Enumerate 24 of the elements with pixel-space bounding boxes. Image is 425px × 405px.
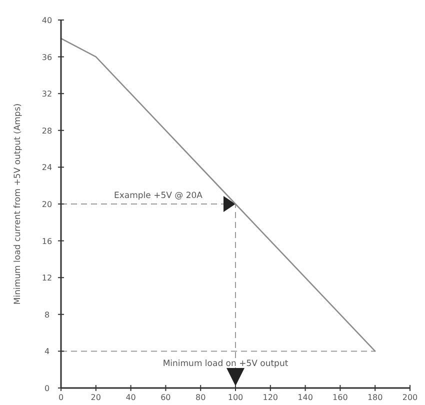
x-tick-label: 200	[402, 393, 418, 402]
y-tick-label: 12	[42, 274, 52, 283]
x-tick-label: 0	[58, 393, 64, 402]
x-tick-label: 160	[332, 393, 348, 402]
y-tick-label: 4	[44, 347, 50, 356]
y-tick-label: 24	[42, 163, 52, 172]
y-axis-title: Minimum load current from +5V output (Amps)	[13, 103, 23, 305]
x-tick-label: 120	[262, 393, 278, 402]
x-tick-label: 80	[196, 393, 206, 402]
x-tick-label: 20	[90, 393, 101, 402]
x-tick-label: 40	[126, 393, 136, 402]
y-tick-label: 28	[42, 126, 52, 136]
y-tick-label: 8	[44, 310, 50, 320]
x-tick-label: 100	[228, 393, 244, 402]
x-tick-label: 180	[367, 393, 383, 402]
y-tick-label: 16	[42, 236, 52, 246]
y-tick-label: 40	[42, 16, 52, 25]
x-tick-label: 60	[160, 393, 171, 402]
ref-line-label: Example +5V @ 20A	[114, 191, 203, 201]
y-tick-label: 36	[42, 52, 52, 62]
y-tick-label: 20	[42, 200, 52, 209]
y-tick-label: 32	[42, 90, 52, 99]
y-tick-label: 0	[44, 384, 50, 393]
x-tick-label: 140	[298, 393, 313, 402]
